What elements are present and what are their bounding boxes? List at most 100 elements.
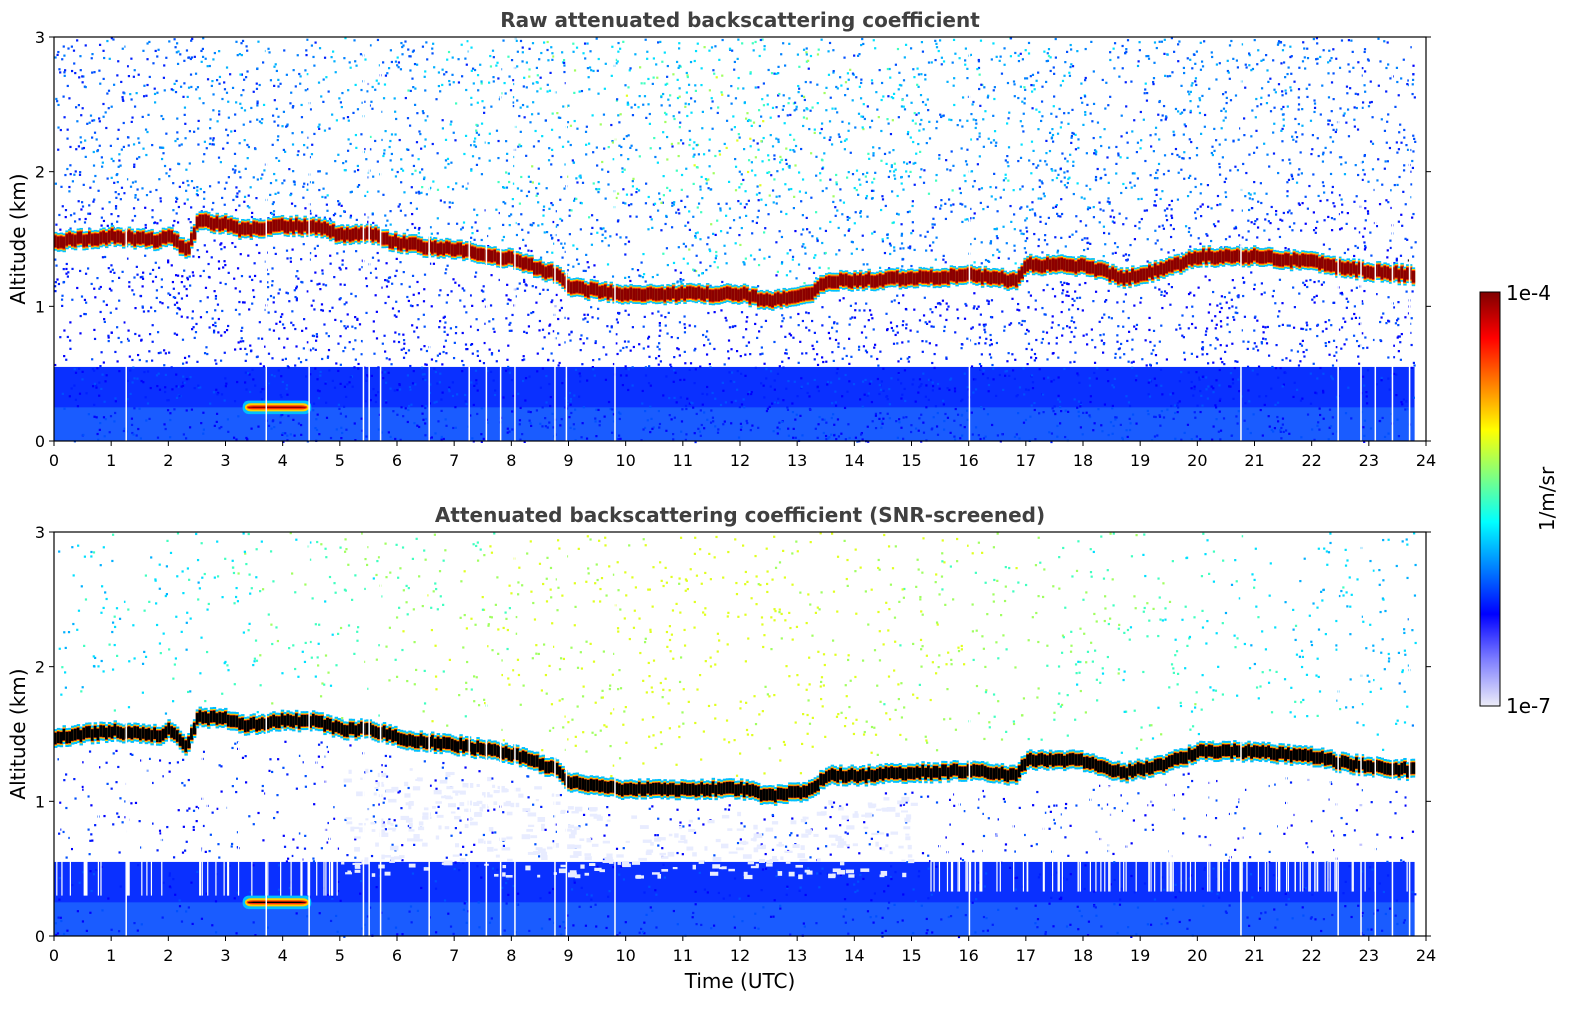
noise-pixel [74, 398, 78, 401]
noise-pixel [507, 172, 510, 175]
noise-pixel [552, 330, 555, 333]
noise-pixel [1265, 102, 1269, 105]
noise-pixel [690, 97, 693, 100]
noise-pixel [524, 377, 528, 380]
noise-pixel [1056, 424, 1059, 428]
noise-pixel [1190, 387, 1193, 390]
noise-pixel [1371, 116, 1374, 119]
noise-pixel [864, 349, 868, 352]
noise-pixel [114, 350, 117, 354]
noise-pixel [1131, 348, 1134, 351]
noise-pixel [1054, 236, 1057, 239]
noise-pixel [662, 394, 665, 397]
noise-pixel [312, 334, 316, 338]
noise-pixel [961, 434, 964, 437]
noise-pixel [892, 342, 896, 345]
noise-pixel [71, 267, 74, 271]
noise-pixel [1023, 102, 1026, 105]
noise-pixel [136, 188, 139, 191]
noise-pixel [248, 390, 252, 394]
noise-pixel [123, 92, 126, 95]
noise-pixel [104, 111, 107, 114]
noise-pixel [918, 378, 922, 381]
noise-pixel [1179, 327, 1182, 330]
noise-pixel [597, 191, 600, 194]
noise-pixel [1117, 152, 1120, 155]
noise-pixel [497, 77, 500, 80]
noise-pixel [174, 90, 178, 94]
noise-pixel [408, 386, 412, 389]
noise-pixel [402, 270, 405, 274]
noise-pixel [911, 200, 914, 203]
noise-pixel [874, 171, 877, 174]
noise-pixel [1017, 96, 1020, 100]
noise-pixel [1316, 220, 1319, 223]
noise-pixel [844, 438, 847, 441]
noise-pixel [876, 357, 879, 361]
noise-pixel [1055, 204, 1058, 207]
noise-pixel [1369, 140, 1373, 143]
noise-pixel [1046, 358, 1049, 361]
noise-pixel [257, 40, 260, 43]
noise-pixel [1228, 330, 1231, 334]
noise-pixel [1224, 91, 1227, 94]
noise-pixel [1285, 357, 1288, 360]
noise-pixel [574, 368, 578, 371]
noise-pixel [762, 136, 765, 140]
noise-pixel [1332, 98, 1335, 101]
noise-pixel [110, 289, 113, 292]
noise-pixel [952, 164, 955, 167]
noise-pixel [1241, 276, 1245, 279]
noise-pixel [746, 170, 750, 174]
noise-pixel [1107, 433, 1110, 437]
noise-pixel [286, 393, 289, 396]
noise-pixel [249, 120, 252, 123]
noise-pixel [788, 42, 791, 45]
noise-pixel [1350, 417, 1353, 420]
noise-pixel [674, 371, 677, 374]
noise-pixel [321, 272, 324, 275]
noise-pixel [162, 76, 166, 79]
noise-pixel [1254, 219, 1257, 223]
noise-pixel [615, 62, 618, 65]
noise-pixel [595, 408, 598, 411]
noise-pixel [1153, 435, 1157, 438]
noise-pixel [1153, 377, 1156, 380]
noise-pixel [413, 422, 416, 425]
noise-pixel [365, 379, 368, 382]
noise-pixel [273, 99, 276, 102]
noise-pixel [569, 397, 573, 401]
noise-pixel [1281, 113, 1285, 116]
noise-pixel [1074, 290, 1077, 293]
noise-pixel [339, 335, 342, 338]
noise-pixel [647, 345, 650, 348]
noise-pixel [1183, 71, 1186, 75]
noise-pixel [181, 275, 184, 278]
noise-pixel [1324, 341, 1327, 345]
noise-pixel [1365, 402, 1369, 405]
noise-pixel [904, 307, 908, 311]
noise-pixel [107, 89, 111, 92]
noise-pixel [77, 200, 80, 203]
noise-pixel [93, 71, 96, 74]
noise-pixel [1087, 206, 1090, 209]
noise-pixel [1200, 60, 1204, 63]
noise-pixel [212, 391, 216, 394]
noise-pixel [1201, 65, 1205, 68]
noise-pixel [1297, 364, 1301, 367]
noise-pixel [142, 381, 145, 384]
noise-pixel [1357, 355, 1360, 358]
noise-pixel [705, 179, 709, 182]
noise-pixel [793, 380, 796, 383]
noise-pixel [108, 201, 111, 204]
noise-pixel [863, 309, 866, 312]
noise-pixel [694, 440, 697, 444]
noise-pixel [1233, 366, 1236, 370]
noise-pixel [966, 386, 969, 389]
noise-pixel [775, 202, 778, 205]
noise-pixel [94, 296, 97, 299]
noise-pixel [489, 54, 492, 58]
noise-pixel [1289, 162, 1292, 165]
noise-pixel [559, 198, 562, 201]
noise-pixel [865, 197, 868, 200]
